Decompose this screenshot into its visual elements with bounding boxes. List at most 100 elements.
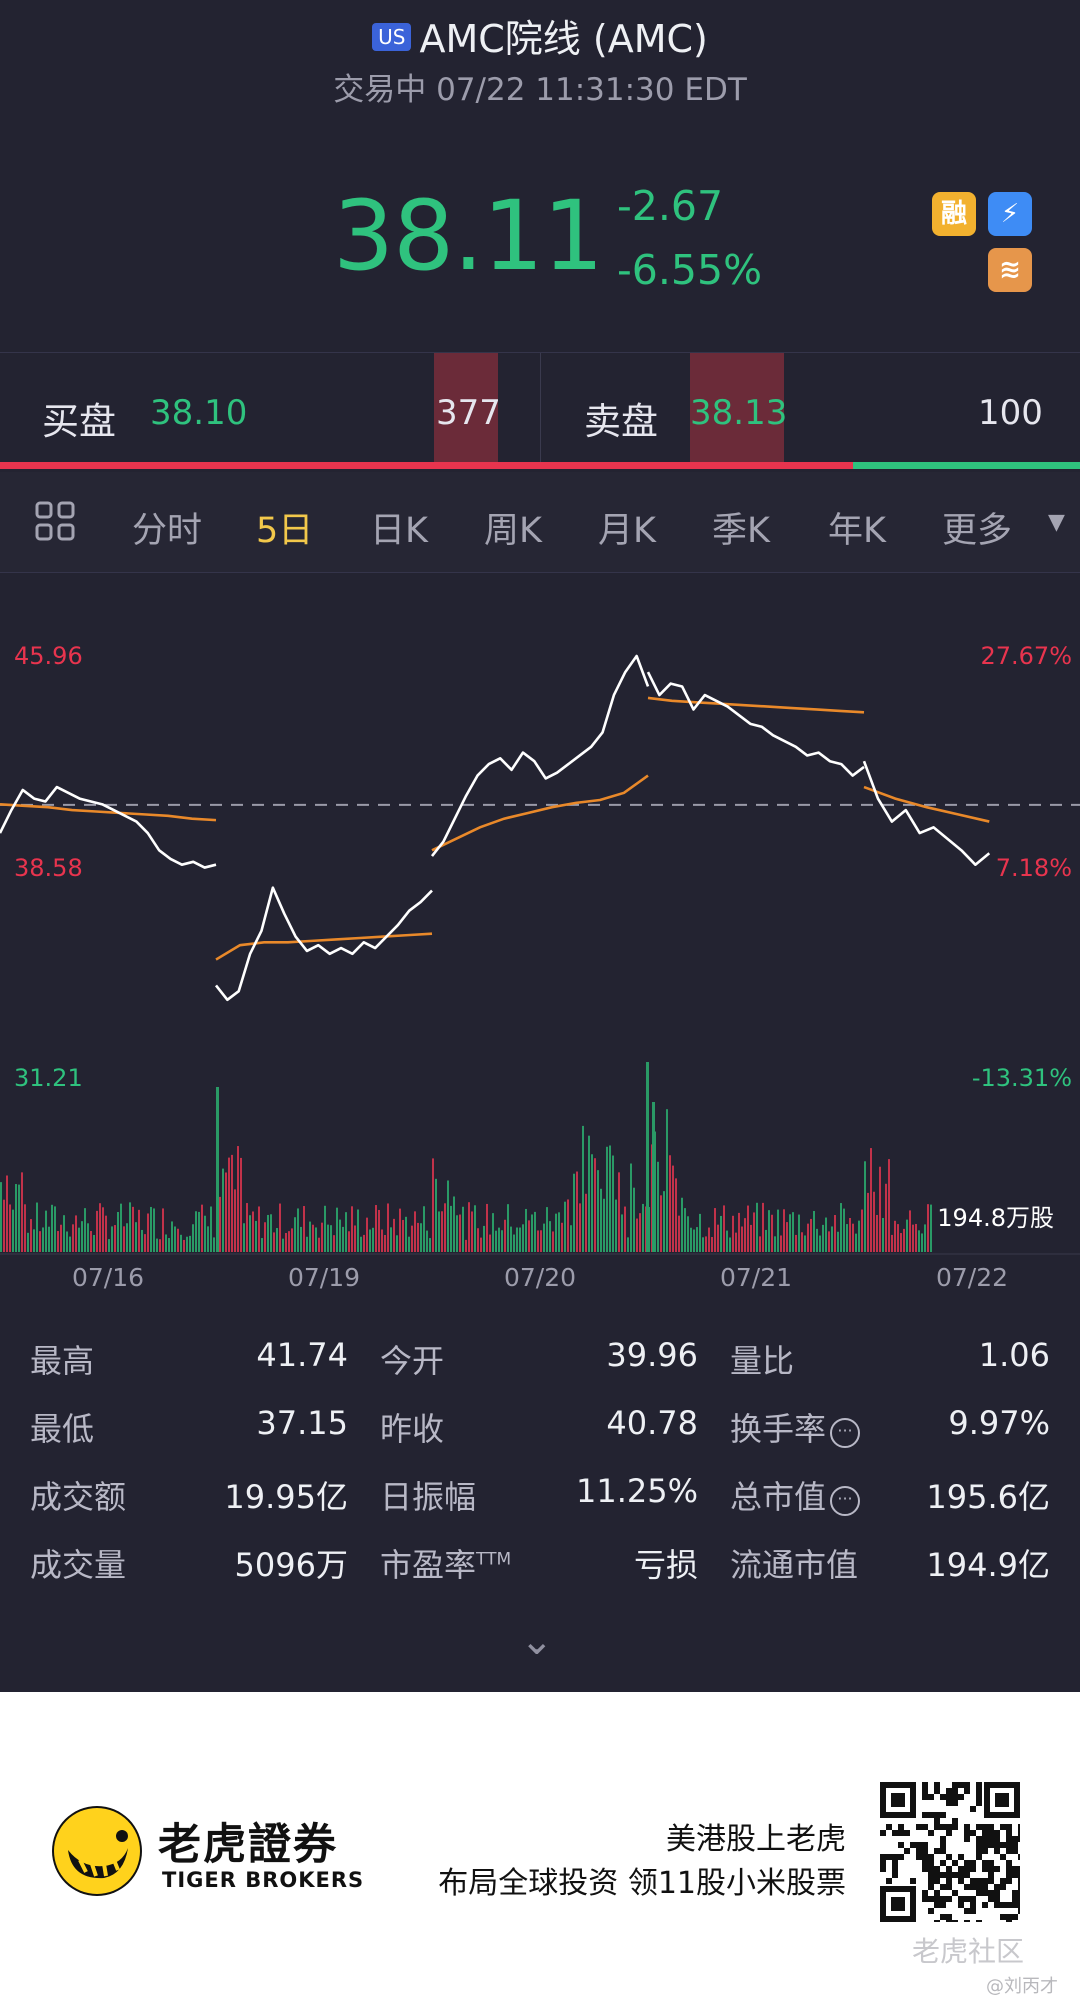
volume-bar [564, 1201, 566, 1252]
volume-bar [756, 1202, 758, 1252]
volume-bar [228, 1157, 230, 1252]
volume-bar [921, 1233, 923, 1252]
grid-icon[interactable] [34, 500, 76, 546]
tab-weekly-k[interactable]: 周K [484, 511, 542, 551]
volume-bar [702, 1237, 704, 1252]
watermark-user: @刘丙才 [986, 1976, 1058, 1997]
stat-value: 41.74 [256, 1336, 348, 1374]
volume-bar [468, 1202, 470, 1252]
volume-bar [717, 1224, 719, 1252]
volume-bar [333, 1235, 335, 1252]
volume-bar [177, 1228, 179, 1252]
stat-label-text: 成交量 [30, 1546, 127, 1584]
volume-bar [909, 1210, 911, 1252]
volume-bar [48, 1226, 50, 1252]
volume-bar [348, 1231, 350, 1252]
tab-intraday[interactable]: 分时 [132, 511, 203, 551]
tab-monthly-k[interactable]: 月K [598, 511, 656, 551]
y-left-high: 45.96 [14, 642, 83, 670]
volume-bar [423, 1206, 425, 1252]
volume-bar [579, 1203, 581, 1252]
tab-quarterly-k[interactable]: 季K [712, 511, 770, 551]
volume-bar [480, 1237, 482, 1252]
volume-bar [516, 1227, 518, 1252]
volume-bar [687, 1216, 689, 1252]
avg-line-07-21 [647, 696, 865, 714]
volume-bar [366, 1217, 368, 1252]
volume-bar [207, 1226, 209, 1252]
volume-bar [369, 1229, 371, 1252]
tab-more[interactable]: 更多 [942, 511, 1013, 551]
volume-bar [828, 1231, 830, 1252]
volume-bar [252, 1211, 254, 1252]
volume-bar [120, 1203, 122, 1252]
price-line-07-16 [0, 785, 217, 869]
stock-name: AMC院线 (AMC) [419, 17, 708, 61]
stat-label-text: 成交额 [30, 1478, 127, 1516]
flash-icon[interactable]: ⚡ [988, 192, 1032, 236]
volume-bar [504, 1219, 506, 1252]
volume-bar [282, 1238, 284, 1252]
volume-bar [354, 1225, 356, 1252]
volume-bar [318, 1237, 320, 1252]
layers-icon[interactable]: ≋ [988, 248, 1032, 292]
stat-label-text: 总市值 [730, 1478, 827, 1516]
volume-bar [216, 1087, 219, 1252]
stat-label: 最低 [30, 1404, 94, 1450]
volume-bar [51, 1204, 53, 1252]
volume-bar [894, 1220, 896, 1252]
stat-label: 总市值 ··· [730, 1472, 861, 1518]
volume-bar [237, 1146, 239, 1252]
volume-bar [768, 1210, 770, 1252]
chart-period-tabs: 分时 5日 日K 周K 月K 季K 年K 更多 ▼ [0, 472, 1080, 573]
volume-bar [855, 1233, 857, 1252]
info-icon[interactable]: ··· [830, 1486, 861, 1516]
price-change-pct: -6.55% [617, 246, 763, 294]
chevron-down-icon[interactable]: ⌄ [520, 1618, 554, 1664]
volume-bar [57, 1231, 59, 1252]
volume-bar [801, 1232, 803, 1252]
tab-daily-k[interactable]: 日K [370, 511, 428, 551]
volume-bar [849, 1217, 851, 1252]
x-tick-label: 07/19 [288, 1263, 360, 1292]
volume-bar [213, 1237, 215, 1252]
qr-code[interactable] [880, 1782, 1020, 1922]
volume-bar [858, 1220, 860, 1252]
volume-bar [594, 1158, 596, 1252]
margin-icon[interactable]: 融 [932, 192, 976, 236]
volume-bar [330, 1225, 332, 1252]
more-dropdown-icon[interactable]: ▼ [1048, 510, 1065, 535]
stat-value: 40.78 [606, 1404, 698, 1442]
tab-5day[interactable]: 5日 [256, 511, 314, 551]
volume-bar [867, 1192, 869, 1252]
volume-bar [684, 1208, 686, 1252]
market-badge: US [372, 23, 412, 51]
volume-bar [561, 1222, 563, 1252]
volume-bar [18, 1184, 20, 1252]
volume-bar [342, 1226, 344, 1252]
volume-bar [372, 1227, 374, 1252]
volume-bar [834, 1215, 836, 1252]
stat-label-text: 换手率 [730, 1410, 827, 1448]
volume-bar [495, 1230, 497, 1252]
volume-bar [3, 1199, 5, 1252]
volume-bar [45, 1210, 47, 1252]
volume-bar [646, 1062, 649, 1252]
five-day-chart[interactable]: 45.96 38.58 31.21 27.67% 7.18% -13.31% 1… [0, 620, 1080, 1300]
volume-bar [723, 1205, 725, 1252]
volume-bar [652, 1102, 655, 1252]
volume-bar [336, 1207, 338, 1252]
order-book[interactable]: 买盘 38.10 377 卖盘 38.13 100 [0, 352, 1080, 463]
stat-label-sup: TTM [476, 1549, 512, 1570]
info-icon[interactable]: ··· [830, 1418, 861, 1448]
volume-bar [861, 1209, 863, 1252]
tab-yearly-k[interactable]: 年K [828, 511, 886, 551]
volume-bar [108, 1239, 110, 1252]
trading-status: 交易中 07/22 11:31:30 EDT [333, 72, 747, 108]
volume-bar [624, 1206, 626, 1252]
volume-bar [171, 1221, 173, 1252]
volume-bar [573, 1173, 575, 1252]
volume-bar [186, 1236, 188, 1252]
volume-bar [762, 1202, 764, 1252]
volume-bar [462, 1206, 464, 1252]
